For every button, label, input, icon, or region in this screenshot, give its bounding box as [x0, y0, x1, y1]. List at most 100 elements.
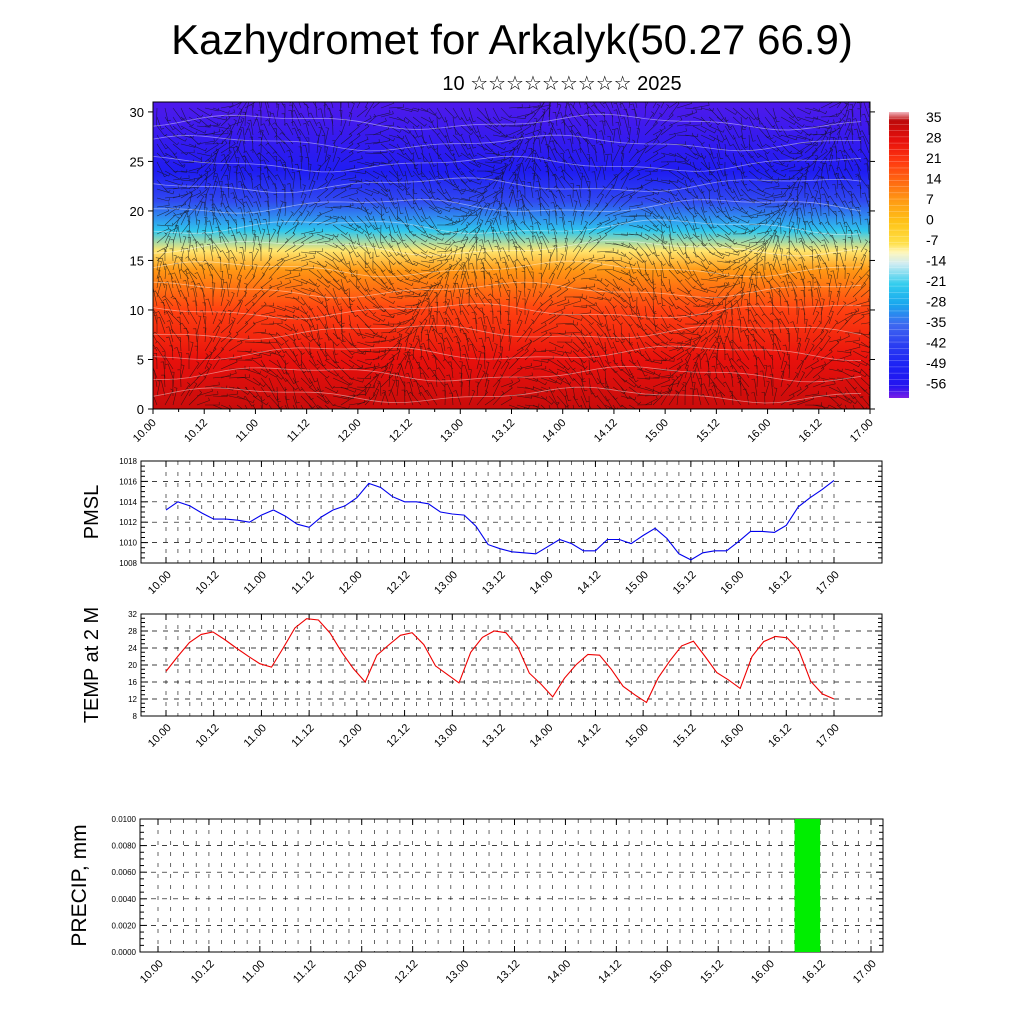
wind-barb — [724, 152, 737, 166]
wind-barb — [612, 287, 627, 303]
wind-barb — [716, 179, 724, 198]
wind-barb — [239, 198, 246, 217]
wind-barb — [476, 245, 483, 262]
wind-barb — [292, 377, 303, 391]
wind-barb — [268, 320, 283, 325]
wind-barb — [258, 143, 270, 154]
wind-barb — [780, 199, 789, 217]
wind-barb — [676, 341, 692, 346]
wind-barb — [315, 102, 318, 118]
wind-barb — [324, 269, 340, 283]
wind-barb — [612, 145, 621, 163]
wind-barb — [716, 265, 731, 271]
wind-barb — [780, 134, 798, 141]
wind-barb — [410, 377, 422, 388]
wind-barb — [156, 232, 167, 244]
wind-barb — [644, 242, 656, 255]
wind-barb — [396, 170, 403, 187]
wind-barb — [404, 325, 415, 343]
wind-barb — [812, 337, 823, 352]
wind-barb — [332, 140, 336, 154]
wind-barb — [186, 353, 190, 369]
wind-barb — [844, 129, 851, 145]
isotherm-contour — [153, 155, 862, 173]
wind-barb — [340, 287, 355, 303]
wind-barb — [525, 209, 534, 226]
wind-barb — [156, 170, 171, 177]
wind-barb — [300, 332, 314, 342]
wind-barb — [217, 229, 230, 244]
wind-barb — [348, 143, 360, 154]
wind-barb — [172, 387, 178, 406]
wind-barb — [316, 377, 324, 392]
wind-barb — [612, 208, 631, 217]
wind-barb — [818, 222, 830, 235]
wind-barb — [572, 200, 578, 217]
wind-barb — [348, 296, 355, 313]
wind-barb — [552, 139, 566, 154]
wind-barb — [487, 293, 502, 307]
wind-barb — [476, 363, 483, 379]
wind-barb — [628, 232, 643, 236]
wind-barb — [460, 197, 479, 203]
xs-x-tick-label: 14.12 — [592, 417, 620, 445]
wind-barb — [596, 305, 608, 318]
wind-barb — [260, 102, 263, 109]
wind-barb — [780, 352, 786, 370]
wind-barb — [236, 139, 242, 154]
wind-barb — [823, 162, 830, 181]
wind-barb — [424, 389, 438, 406]
wind-barb — [308, 368, 318, 383]
wind-barb — [202, 230, 206, 244]
wind-barb — [612, 260, 627, 269]
wind-barb — [452, 216, 465, 226]
wind-barb — [810, 241, 822, 253]
wind-barb — [484, 160, 502, 164]
wind-barb — [468, 245, 475, 262]
wind-barb — [644, 233, 660, 243]
wind-barb — [652, 233, 668, 245]
xs-x-tick-label: 12.12 — [387, 417, 415, 445]
wind-barb — [561, 169, 574, 181]
wind-barb — [652, 287, 662, 305]
wind-barb — [694, 388, 702, 406]
y-tick-label: 8 — [133, 712, 138, 721]
wind-barb — [788, 371, 798, 388]
wind-barb — [508, 164, 519, 181]
wind-barb — [552, 210, 558, 226]
wind-barb — [404, 343, 413, 361]
wind-barb — [516, 110, 533, 118]
wind-barb — [436, 188, 452, 202]
wind-barb — [332, 385, 349, 389]
xs-x-tick-label: 14.00 — [541, 417, 569, 445]
x-tick-label: 11.00 — [242, 569, 269, 596]
wind-barb — [199, 243, 206, 262]
wind-barb — [324, 296, 332, 315]
wind-barb — [552, 173, 566, 190]
wind-barb — [396, 287, 411, 294]
wind-barb — [340, 118, 347, 136]
wind-barb — [224, 174, 230, 190]
wind-barb — [551, 174, 558, 190]
wind-barb — [226, 252, 230, 270]
wind-barb — [404, 206, 412, 221]
wind-barb — [568, 112, 582, 127]
wind-barb — [204, 351, 213, 370]
wind-barb — [268, 341, 282, 354]
wind-barb — [476, 350, 482, 370]
wind-barb — [717, 335, 726, 352]
wind-barb — [237, 181, 246, 199]
wind-barb — [539, 156, 550, 172]
wind-barb — [364, 382, 372, 397]
wind-barb — [171, 272, 182, 289]
wind-barb — [532, 117, 538, 136]
wind-barb — [225, 205, 238, 217]
wind-barb — [715, 341, 719, 361]
wind-barb — [724, 143, 729, 157]
wind-barb — [844, 103, 849, 118]
wind-barb — [246, 128, 254, 145]
wind-barb — [604, 195, 614, 208]
wind-barb — [692, 330, 708, 343]
wind-barb — [774, 235, 782, 253]
wind-barb — [531, 160, 542, 172]
